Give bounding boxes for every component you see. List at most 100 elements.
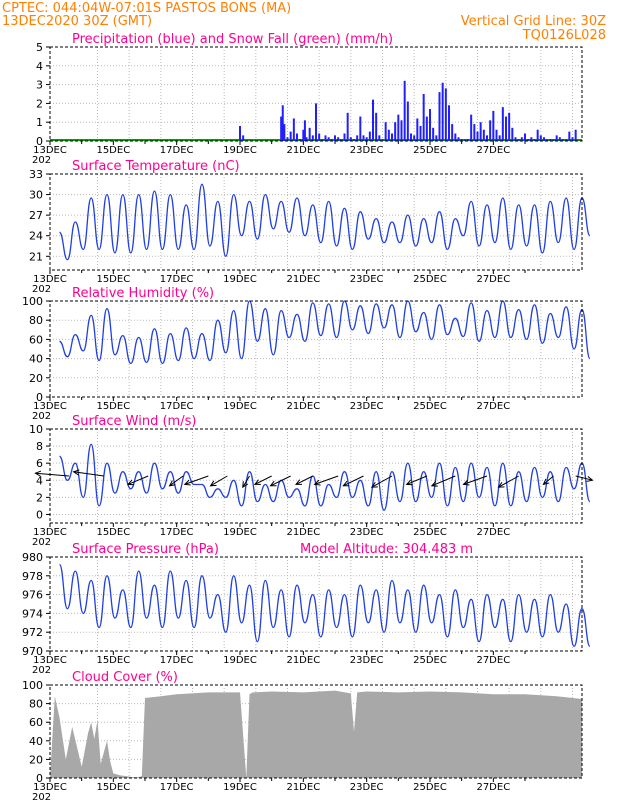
precip-bar [356, 135, 359, 141]
x-tick-label: 13DEC [33, 655, 67, 666]
precip-bar [473, 124, 476, 141]
y-tick-label: 20 [29, 753, 43, 766]
wind-arrow-head [497, 482, 505, 488]
x-tick-label: 13DEC [33, 527, 67, 538]
precip-bar [327, 137, 330, 141]
precip-bar [539, 135, 542, 141]
precip-bar [520, 137, 523, 141]
precip-bar [406, 101, 409, 141]
grid-wind [50, 429, 582, 523]
x-tick-label: 13DEC [33, 782, 67, 793]
wind-arrow [343, 475, 364, 487]
precip-bar [368, 131, 371, 141]
x-tick-label: 23DEC [350, 527, 384, 538]
precip-bar [527, 139, 530, 141]
precip-bar [419, 125, 422, 141]
cloud-cover-area [50, 690, 582, 778]
precip-bar [511, 127, 514, 141]
x-tick-label: 21DEC [286, 274, 320, 285]
precip-bar [479, 122, 482, 141]
precip-bar [549, 139, 552, 141]
y-tick-label: 1 [36, 116, 43, 129]
header-station: CPTEC: 044:04W-07:01S PASTOS BONS (MA) [2, 1, 291, 16]
precip-bar [349, 137, 352, 141]
precip-bar [239, 125, 241, 141]
y-tick-label: 20 [29, 372, 43, 385]
precip-bar [324, 135, 327, 141]
panel-title: Relative Humidity (%) [72, 286, 214, 301]
x-tick-label: 15DEC [96, 782, 130, 793]
precip-bar [365, 137, 368, 141]
precip-bar [460, 139, 463, 141]
precip-bar [448, 105, 450, 141]
precip-bar [463, 139, 466, 141]
precip-bar [242, 135, 245, 141]
precip-bar [281, 105, 284, 141]
panel-title: Surface Wind (m/s) [72, 414, 196, 429]
y-tick-label: 978 [22, 570, 43, 583]
x-tick-label: 17DEC [160, 145, 194, 156]
precip-bar [467, 139, 469, 141]
precip-bar [574, 129, 577, 141]
y-tick-label: 40 [29, 735, 43, 748]
precip-bar [438, 92, 441, 141]
y-tick-label: 40 [29, 353, 43, 366]
panel-frame [49, 300, 583, 398]
x-tick-label: 19DEC [223, 782, 257, 793]
precip-bar [524, 133, 526, 141]
x-tick-label: 17DEC [160, 274, 194, 285]
wind-arrow-head [242, 481, 249, 489]
grid-temp [50, 174, 582, 270]
wind-arrow-head [168, 480, 176, 487]
wind-arrow [431, 475, 456, 487]
x-tick-label: 25DEC [413, 145, 447, 156]
wind-arrow-head [34, 470, 42, 477]
precip-bar [410, 133, 412, 141]
precip-bar [505, 116, 507, 141]
wind-arrow-head [209, 480, 217, 487]
wind-arrow-head [295, 479, 303, 485]
precip-bar [489, 120, 492, 141]
precip-bar [571, 137, 574, 141]
precip-bar [416, 118, 419, 141]
x-tick-label: 17DEC [160, 401, 194, 412]
panel-precip: 0 1 2 3 4 5 13DEC 15DEC 17DEC 19DEC 21DEC 23DEC 25DE… [32, 32, 583, 166]
wind-arrow [210, 475, 228, 487]
y-tick-label: 0 [36, 135, 43, 148]
precip-bar [508, 112, 511, 141]
y-tick-label: 100 [22, 679, 43, 692]
y-tick-label: 30 [29, 189, 43, 202]
panel-frame [49, 684, 583, 779]
precip-bar [441, 82, 444, 141]
panel-wind: 0 2 4 6 8 10 13DEC 15DEC 17DEC 19DEC 21DEC 23DEC 25D… [29, 414, 594, 548]
precip-bar [296, 133, 298, 141]
precip-bar [400, 120, 403, 141]
y-tick-label: 60 [29, 716, 43, 729]
y-tick-label: 21 [29, 250, 43, 263]
x-tick-label: 23DEC [350, 401, 384, 412]
precip-bar [375, 112, 378, 141]
panel-frame [49, 173, 583, 271]
panel-title: Precipitation (blue) and Snow Fall (gree… [72, 32, 393, 47]
x-tick-label: 13DEC [33, 401, 67, 412]
wind-arrow [184, 475, 209, 485]
precip-bar [397, 114, 400, 141]
precip-bar [286, 137, 289, 141]
panel-temp: 21 24 27 30 33 13DEC 15DEC 17DEC 19DEC 21DEC 23DEC… [29, 159, 591, 295]
y-tick-label: 0 [36, 772, 43, 785]
precip-bar [536, 129, 539, 141]
wind-arrow-head [72, 469, 80, 476]
panel-title: Surface Temperature (nC) [72, 159, 240, 174]
x-tick-label: 15DEC [96, 655, 130, 666]
x-tick-label: 25DEC [413, 274, 447, 285]
precip-bar [330, 139, 333, 141]
wind-arrow-head [405, 479, 413, 486]
precip-bar [425, 116, 428, 141]
wind-arrow-head [542, 478, 550, 486]
precip-bar [303, 120, 306, 141]
precip-bar [533, 139, 536, 141]
precip-bar [498, 135, 501, 141]
x-tick-label: 21DEC [286, 527, 320, 538]
x-tick-label: 13DEC [33, 274, 67, 285]
